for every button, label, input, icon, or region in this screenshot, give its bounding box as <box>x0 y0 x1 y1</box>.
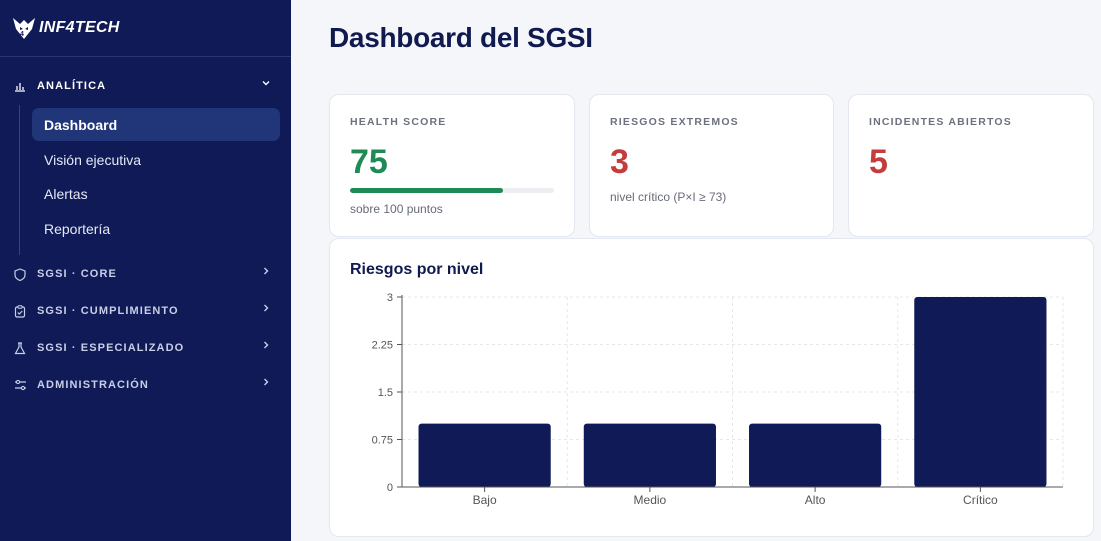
sidebar-item-reporteria[interactable]: Reportería <box>32 212 280 245</box>
kpi-value: 5 <box>869 143 888 181</box>
svg-text:4: 4 <box>20 31 24 38</box>
sidebar-item-label: Reportería <box>44 220 111 237</box>
kpi-subtext: sobre 100 puntos <box>350 202 443 216</box>
y-tick-label: 0.75 <box>372 435 393 447</box>
nav-section-label: ANALÍTICA <box>37 80 107 92</box>
flask-icon <box>13 341 27 355</box>
nav-section-label: SGSI · CORE <box>37 268 117 280</box>
sidebar-item-alertas[interactable]: Alertas <box>32 177 280 210</box>
kpi-value: 3 <box>610 143 629 181</box>
brand-name: INF4TECH <box>39 19 120 36</box>
bar-medio <box>583 423 716 487</box>
chevron-right-icon <box>261 341 271 353</box>
sidebar-item-label: Visión ejecutiva <box>44 151 142 168</box>
bar-alto <box>749 423 882 487</box>
chevron-right-icon <box>261 304 271 316</box>
kpi-label: RIESGOS EXTREMOS <box>610 116 739 128</box>
sidebar-item-label: Dashboard <box>44 116 118 133</box>
kpi-card-health-score: HEALTH SCORE 75 sobre 100 puntos <box>329 94 575 237</box>
brand[interactable]: 4 INF4TECH <box>0 0 291 57</box>
kpi-label: INCIDENTES ABIERTOS <box>869 116 1012 128</box>
y-tick-label: 2.25 <box>372 340 393 352</box>
kpi-value: 75 <box>350 143 388 181</box>
nav-section-administracion[interactable]: ADMINISTRACIÓN <box>0 373 291 397</box>
bar-bajo <box>418 423 551 487</box>
chart-card-riesgos-por-nivel: Riesgos por nivel 0 0.75 1.5 2.25 3 Bajo Medio… <box>329 238 1094 537</box>
nav-section-sgsi-core[interactable]: SGSI · CORE <box>0 262 291 286</box>
nav-section-label: SGSI · CUMPLIMIENTO <box>37 305 179 317</box>
clipboard-check-icon <box>13 304 27 318</box>
analytics-subnav: Dashboard Visión ejecutiva Alertas Repor… <box>19 105 281 255</box>
risk-level-bar-chart: 0 0.75 1.5 2.25 3 Bajo Medio Alto Crítico <box>372 292 1064 507</box>
bar-chart-icon <box>13 79 27 93</box>
main-content: Dashboard del SGSI HEALTH SCORE 75 sobre… <box>291 0 1101 541</box>
nav-section-label: SGSI · ESPECIALIZADO <box>37 342 185 354</box>
nav-section-label: ADMINISTRACIÓN <box>37 379 149 391</box>
chevron-right-icon <box>261 378 271 390</box>
sidebar-item-dashboard[interactable]: Dashboard <box>32 108 280 141</box>
x-tick-label: Medio <box>634 493 667 507</box>
health-progress-bar <box>350 188 554 193</box>
kpi-card-incidentes-abiertos: INCIDENTES ABIERTOS 5 <box>848 94 1094 237</box>
health-progress-fill <box>350 188 503 193</box>
x-tick-label: Alto <box>805 493 826 507</box>
shield-icon <box>13 267 27 281</box>
nav-section-sgsi-cumplimiento[interactable]: SGSI · CUMPLIMIENTO <box>0 299 291 323</box>
x-tick-label: Bajo <box>473 493 497 507</box>
sidebar-item-vision-ejecutiva[interactable]: Visión ejecutiva <box>32 143 280 176</box>
page-title: Dashboard del SGSI <box>329 22 593 53</box>
chevron-down-icon <box>261 79 271 91</box>
brand-logo: 4 INF4TECH <box>11 13 123 43</box>
kpi-subtext: nivel crítico (P×I ≥ 73) <box>610 190 727 204</box>
y-tick-label: 0 <box>387 482 393 494</box>
sliders-icon <box>13 378 27 392</box>
kpi-label: HEALTH SCORE <box>350 116 447 128</box>
kpi-card-riesgos-extremos: RIESGOS EXTREMOS 3 nivel crítico (P×I ≥ … <box>589 94 834 237</box>
y-tick-label: 1.5 <box>378 387 393 399</box>
wolf-logo-icon: 4 <box>13 18 35 39</box>
y-tick-label: 3 <box>387 292 393 304</box>
sidebar: 4 INF4TECH ANALÍTICA Dashboard Visión ej… <box>0 0 291 541</box>
nav-section-analitica[interactable]: ANALÍTICA <box>0 74 291 98</box>
x-tick-label: Crítico <box>963 493 998 507</box>
bar-crítico <box>914 297 1047 487</box>
nav-section-sgsi-especializado[interactable]: SGSI · ESPECIALIZADO <box>0 336 291 360</box>
chevron-right-icon <box>261 267 271 279</box>
sidebar-item-label: Alertas <box>44 185 88 202</box>
chart-title: Riesgos por nivel <box>350 261 484 278</box>
